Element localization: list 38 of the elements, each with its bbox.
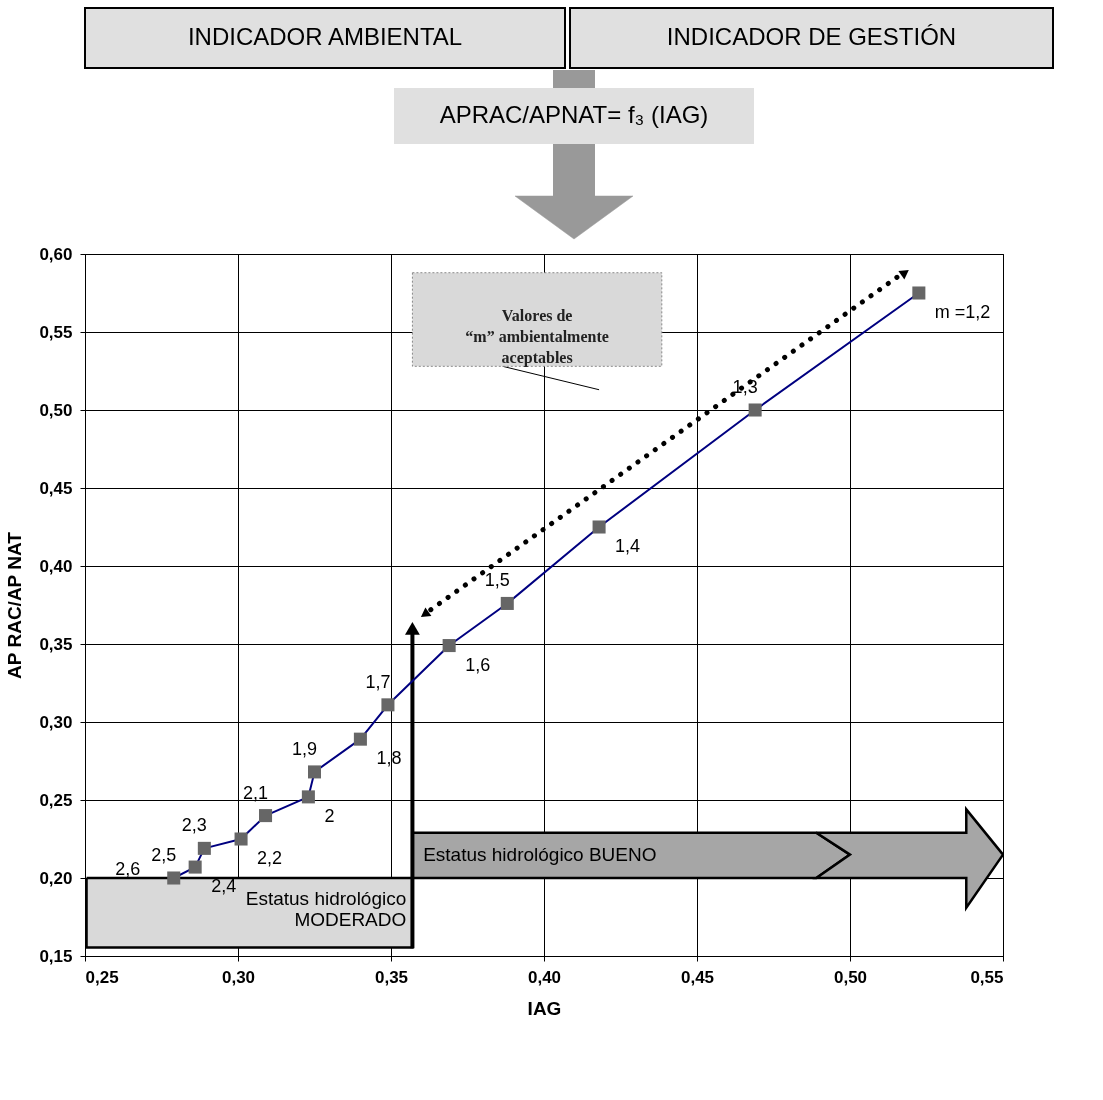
annotation: 2,4 [211,876,237,897]
x-tick-label: 0,25 [85,967,119,987]
y-axis-title: AP RAC/AP NAT [4,531,26,679]
x-tick-label: 0,40 [527,967,562,987]
text: INDICADOR DE GESTIÓN [666,23,957,50]
y-tick-label: 0,15 [39,946,73,966]
annotation: 2,2 [257,848,283,868]
x-tick-label: 0,55 [970,967,1004,987]
y-tick-label: 0,40 [39,556,73,576]
y-tick-label: 0,35 [39,634,73,654]
y-tick-label: 0,25 [39,790,73,810]
y-tick-label: 0,45 [39,478,73,498]
x-axis-title: IAG [527,997,562,1019]
annotation: 1,7 [365,671,391,692]
annotation: 2,1 [243,782,269,803]
x-tick-label: 0,35 [374,967,409,987]
y-tick-label: 0,50 [39,400,73,420]
y-tick-label: 0,60 [39,244,73,264]
annotation: 1,4 [615,536,641,556]
annotation: 1,6 [465,654,491,675]
annotation: 1,5 [484,570,510,591]
annotation: 2,6 [115,859,141,879]
y-tick-label: 0,55 [39,322,73,342]
text: INDICADOR AMBIENTAL [187,23,463,50]
annotation: Valores de “m” ambientalmente aceptables [465,306,609,367]
annotation: 2,5 [151,845,177,865]
x-tick-label: 0,30 [221,967,256,987]
annotation: Estatus hidrológico BUENO [423,843,657,865]
annotation: m =1,2 [934,302,991,322]
annotation: Estatus hidrológico MODERADO [245,888,407,931]
text: APRAC/APNAT= f₃ (IAG) [439,101,709,128]
annotation: 1,9 [291,738,318,759]
x-tick-label: 0,50 [833,967,868,987]
y-tick-label: 0,30 [39,712,73,732]
x-tick-label: 0,45 [680,967,715,987]
annotation: 2 [324,805,335,826]
y-tick-label: 0,20 [39,868,73,888]
annotation: 2,3 [181,815,207,836]
